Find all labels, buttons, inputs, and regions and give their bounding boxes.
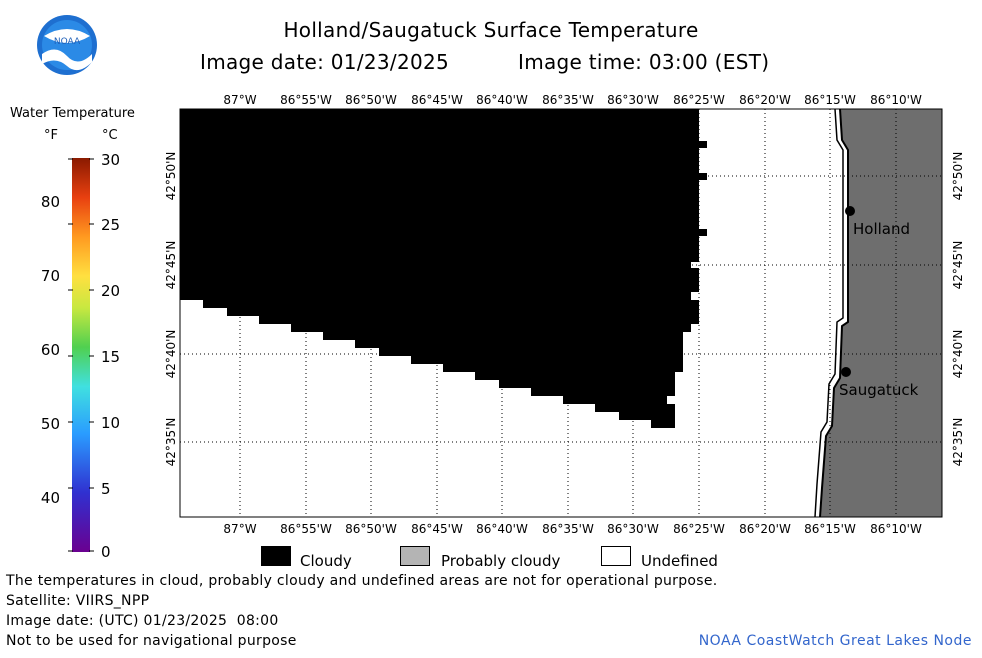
- graticule: [180, 109, 942, 517]
- legend-undefined: Undefined: [641, 552, 718, 570]
- saugatuck-marker: [841, 367, 851, 377]
- tick-f-40: 40: [40, 489, 60, 507]
- map-frame: [179, 108, 943, 518]
- lon-label-top: 86°35'W: [542, 93, 594, 107]
- lon-label-top: 86°30'W: [607, 93, 659, 107]
- footer-credit: NOAA CoastWatch Great Lakes Node: [698, 633, 972, 649]
- shoreline: [819, 108, 849, 518]
- lon-label-bottom: 86°45'W: [411, 522, 463, 536]
- holland-marker: [845, 206, 855, 216]
- lon-label-top: 86°50'W: [345, 93, 397, 107]
- lon-label-top: 86°20'W: [739, 93, 791, 107]
- lat-label-left: 42°50'N: [164, 152, 178, 201]
- lat-label-left: 42°40'N: [164, 330, 178, 379]
- lon-label-bottom: 86°50'W: [345, 522, 397, 536]
- logo-text: NOAA: [54, 37, 81, 47]
- unit-fahrenheit: °F: [44, 128, 58, 143]
- tick-c-0: 0: [101, 543, 111, 561]
- city-label-holland: Holland: [853, 220, 910, 238]
- colorbar-title: Water Temperature: [10, 106, 135, 121]
- lat-label-right: 42°35'N: [951, 418, 965, 467]
- map-title: Holland/Saugatuck Surface Temperature: [283, 18, 699, 42]
- lat-label-right: 42°50'N: [951, 152, 965, 201]
- lon-label-bottom: 86°40'W: [476, 522, 528, 536]
- tick-f-50: 50: [40, 415, 60, 433]
- tick-f-70: 70: [40, 267, 60, 285]
- probably-cloudy-swatch: [400, 546, 430, 566]
- tick-f-60: 60: [40, 341, 60, 359]
- footer-utc-date: Image date: (UTC) 01/23/2025 08:00: [6, 613, 279, 629]
- footer-nav-warning: Not to be used for navigational purpose: [6, 633, 297, 649]
- lon-label-top: 86°55'W: [280, 93, 332, 107]
- lon-label-bottom: 86°55'W: [280, 522, 332, 536]
- legend-cloudy: Cloudy: [300, 552, 352, 570]
- lon-label-top: 86°40'W: [476, 93, 528, 107]
- tick-f-80: 80: [40, 193, 60, 211]
- tick-c-10: 10: [101, 414, 121, 432]
- lon-label-bottom: 86°35'W: [542, 522, 594, 536]
- undefined-swatch: [601, 546, 631, 566]
- lon-label-bottom: 86°10'W: [870, 522, 922, 536]
- lon-label-bottom: 86°30'W: [607, 522, 659, 536]
- footer-note: The temperatures in cloud, probably clou…: [6, 573, 718, 589]
- shoreline-outline: [814, 108, 844, 518]
- lat-label-left: 42°35'N: [164, 418, 178, 467]
- lat-label-right: 42°40'N: [951, 330, 965, 379]
- noaa-logo: NOAA: [37, 15, 97, 75]
- cloudy-swatch: [261, 546, 291, 566]
- lon-label-top: 86°15'W: [804, 93, 856, 107]
- lon-label-bottom: 86°15'W: [804, 522, 856, 536]
- lon-label-bottom: 86°20'W: [739, 522, 791, 536]
- tick-c-5: 5: [101, 480, 111, 498]
- lon-label-top: 86°45'W: [411, 93, 463, 107]
- image-time: Image time: 03:00 (EST): [518, 50, 770, 74]
- footer-satellite: Satellite: VIIRS_NPP: [6, 593, 150, 609]
- image-date: Image date: 01/23/2025: [200, 50, 450, 74]
- lat-label-right: 42°45'N: [951, 241, 965, 290]
- city-label-saugatuck: Saugatuck: [839, 381, 919, 399]
- tick-c-20: 20: [101, 282, 121, 300]
- tick-c-25: 25: [101, 216, 121, 234]
- lon-label-top: 86°25'W: [673, 93, 725, 107]
- lat-label-left: 42°45'N: [164, 241, 178, 290]
- lon-label-bottom: 86°25'W: [673, 522, 725, 536]
- temperature-colorbar: [68, 158, 94, 552]
- cloud-area: [180, 109, 707, 428]
- legend-probably-cloudy: Probably cloudy: [441, 552, 561, 570]
- tick-c-30: 30: [101, 151, 121, 169]
- lon-label-bottom: 87°W: [223, 522, 256, 536]
- unit-celsius: °C: [102, 128, 118, 143]
- lon-label-top: 87°W: [223, 93, 256, 107]
- lon-label-top: 86°10'W: [870, 93, 922, 107]
- tick-c-15: 15: [101, 348, 121, 366]
